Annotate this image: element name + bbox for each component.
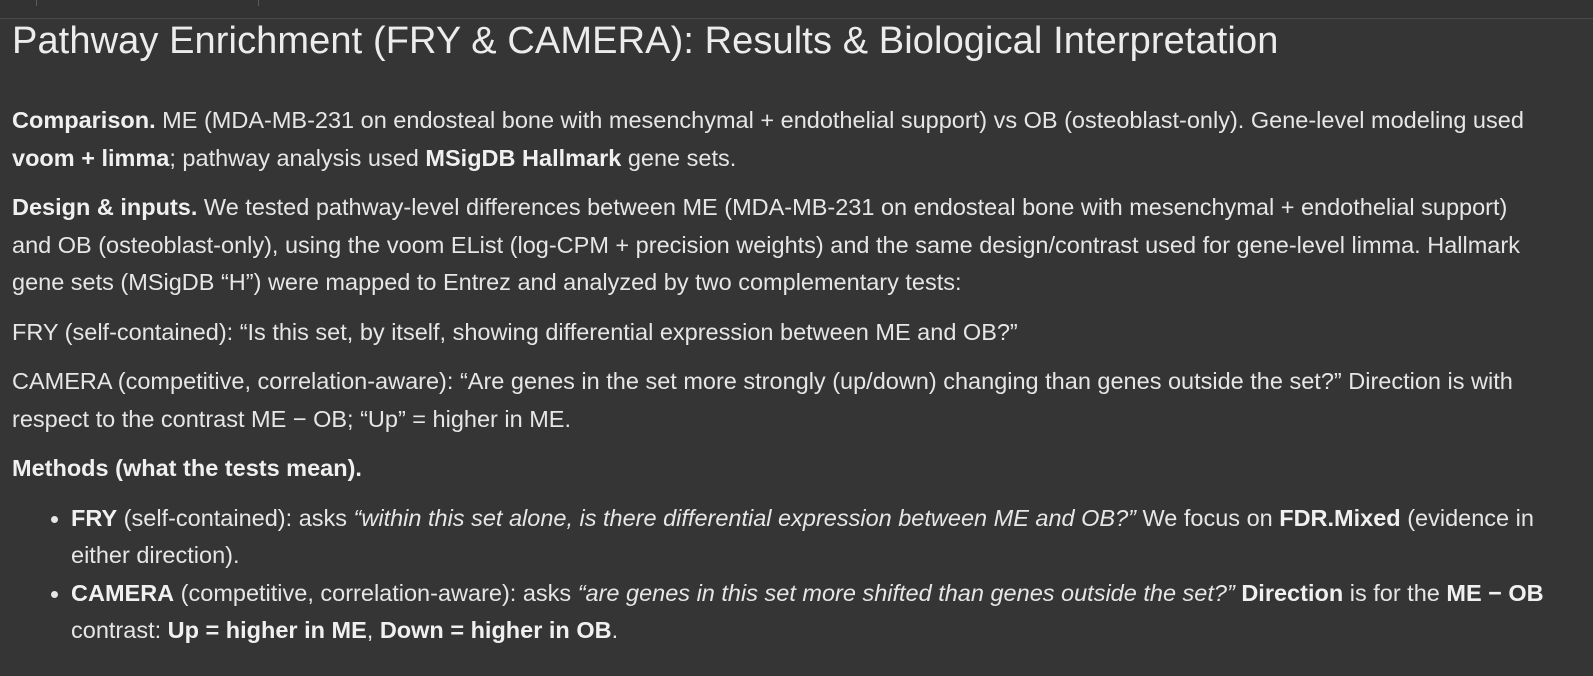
design-label: Design & inputs. — [12, 194, 198, 220]
camera-down: Down = higher in OB — [379, 617, 612, 643]
comparison-paragraph: Comparison. ME (MDA-MB-231 on endosteal … — [12, 102, 1552, 177]
camera-up: Up = higher in ME — [167, 617, 367, 643]
methods-list: FRY (self-contained): asks “within this … — [12, 500, 1552, 650]
camera-line: CAMERA (competitive, correlation-aware):… — [12, 368, 1513, 432]
fry-term: FRY — [71, 504, 118, 531]
document-content: Pathway Enrichment (FRY & CAMERA): Resul… — [12, 19, 1552, 650]
toolbar-divider — [258, 0, 259, 6]
methods-heading: Methods (what the tests mean). — [12, 450, 1552, 488]
fry-fdr-mixed: FDR.Mixed — [1279, 504, 1401, 531]
comparison-text-2: ; pathway analysis used — [169, 144, 426, 171]
page-title: Pathway Enrichment (FRY & CAMERA): Resul… — [12, 20, 1279, 62]
design-paragraph: Design & inputs. We tested pathway-level… — [12, 189, 1552, 302]
comparison-text-1: ME (MDA-MB-231 on endosteal bone with me… — [155, 107, 1524, 133]
fry-line: FRY (self-contained): “Is this set, by i… — [12, 318, 1018, 345]
fry-text-1: (self-contained): asks — [117, 504, 354, 531]
list-item-camera: CAMERA (competitive, correlation-aware):… — [51, 575, 1552, 650]
camera-text-5: , — [366, 617, 380, 643]
top-toolbar-edge — [0, 0, 1593, 19]
comparison-label: Comparison. — [12, 107, 156, 133]
bullet-icon — [51, 515, 58, 523]
bullet-icon — [51, 590, 58, 598]
camera-text-6: . — [611, 617, 619, 643]
toolbar-divider — [36, 0, 37, 6]
comparison-bold-voom: voom + limma — [12, 144, 170, 171]
fry-text-2: We focus on — [1135, 504, 1280, 531]
camera-question: “are genes in this set more shifted than… — [577, 579, 1235, 606]
camera-contrast: ME − OB — [1446, 579, 1544, 606]
camera-direction: Direction — [1241, 579, 1344, 606]
camera-text-3: is for the — [1343, 579, 1447, 606]
fry-text-3: (evidence in either direction). — [71, 504, 1534, 569]
comparison-bold-msigdb: MSigDB Hallmark — [425, 144, 622, 171]
fry-question: “within this set alone, is there differe… — [353, 504, 1136, 531]
list-item-fry: FRY (self-contained): asks “within this … — [51, 500, 1552, 575]
camera-text-1: (competitive, correlation-aware): asks — [174, 579, 578, 606]
design-text: We tested pathway-level differences betw… — [12, 194, 1520, 295]
camera-term: CAMERA — [71, 579, 175, 606]
methods-heading-text: Methods (what the tests mean). — [12, 455, 362, 481]
camera-text-4: contrast: — [71, 617, 168, 643]
comparison-text-3: gene sets. — [621, 144, 737, 171]
